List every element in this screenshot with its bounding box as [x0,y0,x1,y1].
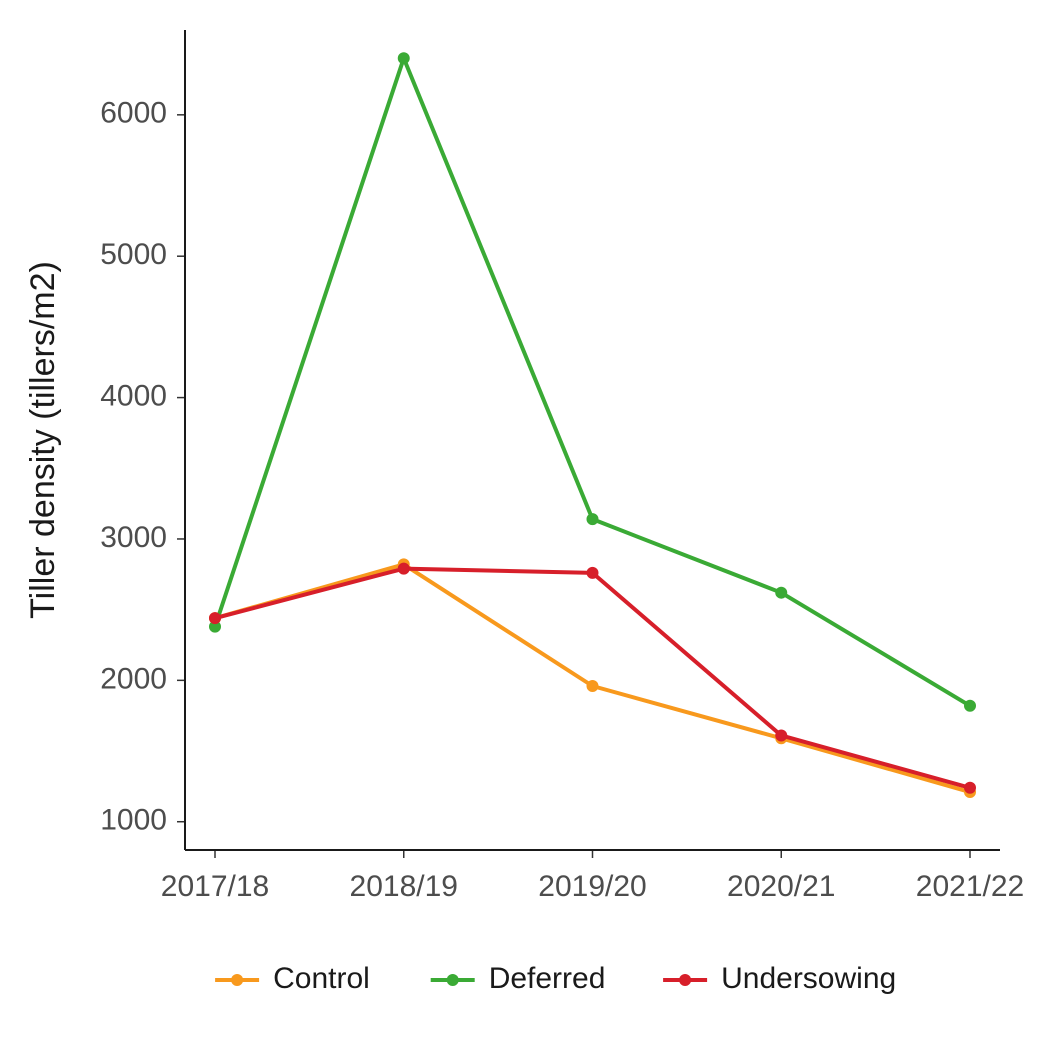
y-tick-label: 3000 [100,521,167,554]
y-tick-label: 1000 [100,804,167,837]
series-point-undersowing [776,730,787,741]
x-tick-label: 2020/21 [727,870,835,903]
legend-point-icon [231,974,243,986]
y-tick-label: 4000 [100,380,167,413]
series-point-deferred [776,587,787,598]
x-tick-label: 2017/18 [161,870,269,903]
series-point-undersowing [965,782,976,793]
y-tick-label: 5000 [100,238,167,271]
legend-label: Undersowing [721,962,896,995]
x-tick-label: 2018/19 [350,870,458,903]
series-point-undersowing [398,563,409,574]
chart-container: 1000 2000 3000 4000 5000 6000 2017/18 2018/19 20… [0,0,1041,1041]
y-axis-label: Tiller density (tillers/m2) [24,261,62,619]
x-tick-label: 2019/20 [538,870,646,903]
y-tick-label: 2000 [100,662,167,695]
x-tick-label: 2021/22 [916,870,1024,903]
series-point-undersowing [587,567,598,578]
legend-label: Control [273,962,370,995]
legend-point-icon [679,974,691,986]
y-tick-label: 6000 [100,97,167,130]
series-point-control [587,681,598,692]
series-point-undersowing [210,613,221,624]
series-point-deferred [965,700,976,711]
legend-label: Deferred [489,962,606,995]
legend-point-icon [447,974,459,986]
series-point-deferred [398,53,409,64]
line-chart: 1000 2000 3000 4000 5000 6000 2017/18 2018/19 20… [0,0,1041,1041]
series-point-deferred [587,514,598,525]
